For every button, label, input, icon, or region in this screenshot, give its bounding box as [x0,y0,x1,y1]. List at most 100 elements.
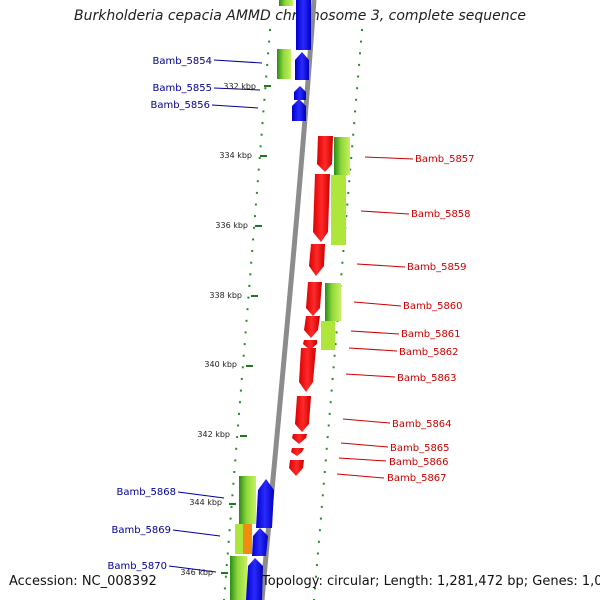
gene-arrow-red [299,348,316,392]
gene-arrow-red [289,460,304,476]
gene-label[interactable]: Bamb_5862 [399,347,459,358]
gene-label[interactable]: Bamb_5854 [152,56,212,67]
track-dot [227,540,230,543]
gene-label[interactable]: Bamb_5860 [403,301,463,312]
track-dot [327,424,330,427]
kbp-tick-label: 340 kbp [204,360,237,369]
track-dot [254,203,257,206]
gene-label[interactable]: Bamb_5857 [415,154,475,165]
track-dot [334,343,337,346]
gene-arrow-red [304,316,320,338]
track-dot [239,389,242,392]
track-dot [347,191,350,194]
track-dot [258,157,261,159]
track-dot [259,145,262,148]
kbp-tick-label: 344 kbp [189,498,222,507]
gene-label[interactable]: Bamb_5867 [387,473,447,484]
track-dot [324,459,327,462]
track-dot [245,319,248,322]
track-dot [316,552,319,555]
track-dot [346,203,349,206]
track-dot [233,471,236,473]
track-dot [253,226,255,229]
gene-arrow-red [303,340,317,350]
gene-arrow-blue [296,0,311,50]
kbp-tick-label: 346 kbp [180,568,213,577]
gene-arrow-red [317,136,333,172]
feature-block [331,175,346,245]
feature-block [279,0,293,6]
track-dot [241,366,244,369]
track-dot [260,133,263,136]
gene-label[interactable]: Bamb_5865 [390,443,450,454]
gene-label[interactable]: Bamb_5866 [389,457,449,468]
track-dot [332,366,335,369]
feature-block [230,556,247,600]
track-dot [250,261,253,264]
right-gene-labels: Bamb_5857 Bamb_5858 Bamb_5859 Bamb_5860 … [336,154,475,484]
track-dot [265,75,268,78]
gene-label[interactable]: Bamb_5856 [150,100,210,111]
track-dot [360,40,362,43]
kbp-tick-label: 336 kbp [215,221,248,230]
track-dot [244,331,247,334]
gene-label[interactable]: Bamb_5870 [107,561,167,572]
reverse-genes [246,0,311,600]
gene-arrow-blue [252,528,268,556]
track-dot [232,482,235,485]
track-dot [235,447,238,450]
feature-block [277,49,291,79]
kbp-tick-label: 332 kbp [223,82,256,91]
gene-arrow-blue [295,52,309,80]
gene-arrow-red [309,244,325,276]
left-gene-labels: Bamb_5854 Bamb_5855 Bamb_5856 Bamb_5868 … [107,56,263,573]
gene-arrow-red [292,434,307,444]
forward-genes [289,136,333,476]
track-dot [317,540,320,543]
feature-block [321,321,335,350]
gene-label[interactable]: Bamb_5864 [392,419,452,430]
gene-label[interactable]: Bamb_5858 [411,209,471,220]
track-dot [266,63,269,66]
gene-label[interactable]: Bamb_5855 [152,83,212,94]
track-dot [251,250,254,252]
track-dot [262,110,265,113]
track-dot [243,343,246,346]
feature-block [235,524,243,554]
track-dot [322,482,325,485]
track-dot [263,98,266,101]
gene-label[interactable]: Bamb_5859 [407,262,467,273]
gene-arrow-blue [292,99,306,121]
feature-blocks [230,0,350,600]
track-dot [223,587,226,590]
track-dot [350,157,353,159]
gene-label[interactable]: Bamb_5868 [116,487,176,498]
kbp-tick-label: 342 kbp [197,430,230,439]
gene-arrow-red [313,174,330,242]
feature-block [243,524,252,554]
track-dot [341,261,344,264]
track-dot [239,401,241,404]
gene-label[interactable]: Bamb_5869 [111,525,171,536]
track-dot [236,436,239,439]
track-dot [314,587,316,590]
track-dot [321,494,324,497]
gene-arrow-red [306,282,322,316]
topology-text: Topology: circular; Length: 1,281,472 bp… [262,574,600,589]
track-dot [315,564,318,567]
gene-arrow-blue [294,86,306,100]
track-dot [330,389,333,392]
gene-label[interactable]: Bamb_5861 [401,329,461,340]
track-dot [361,29,363,31]
track-dot [229,517,232,520]
track-dot [319,517,322,520]
gene-label[interactable]: Bamb_5863 [397,373,457,384]
kbp-tick-label: 338 kbp [209,291,242,300]
track-dot [257,168,260,171]
track-dot [228,529,231,532]
track-dot [355,98,358,101]
track-dot [325,447,328,450]
track-dot [351,145,354,148]
track-dot [224,575,227,578]
